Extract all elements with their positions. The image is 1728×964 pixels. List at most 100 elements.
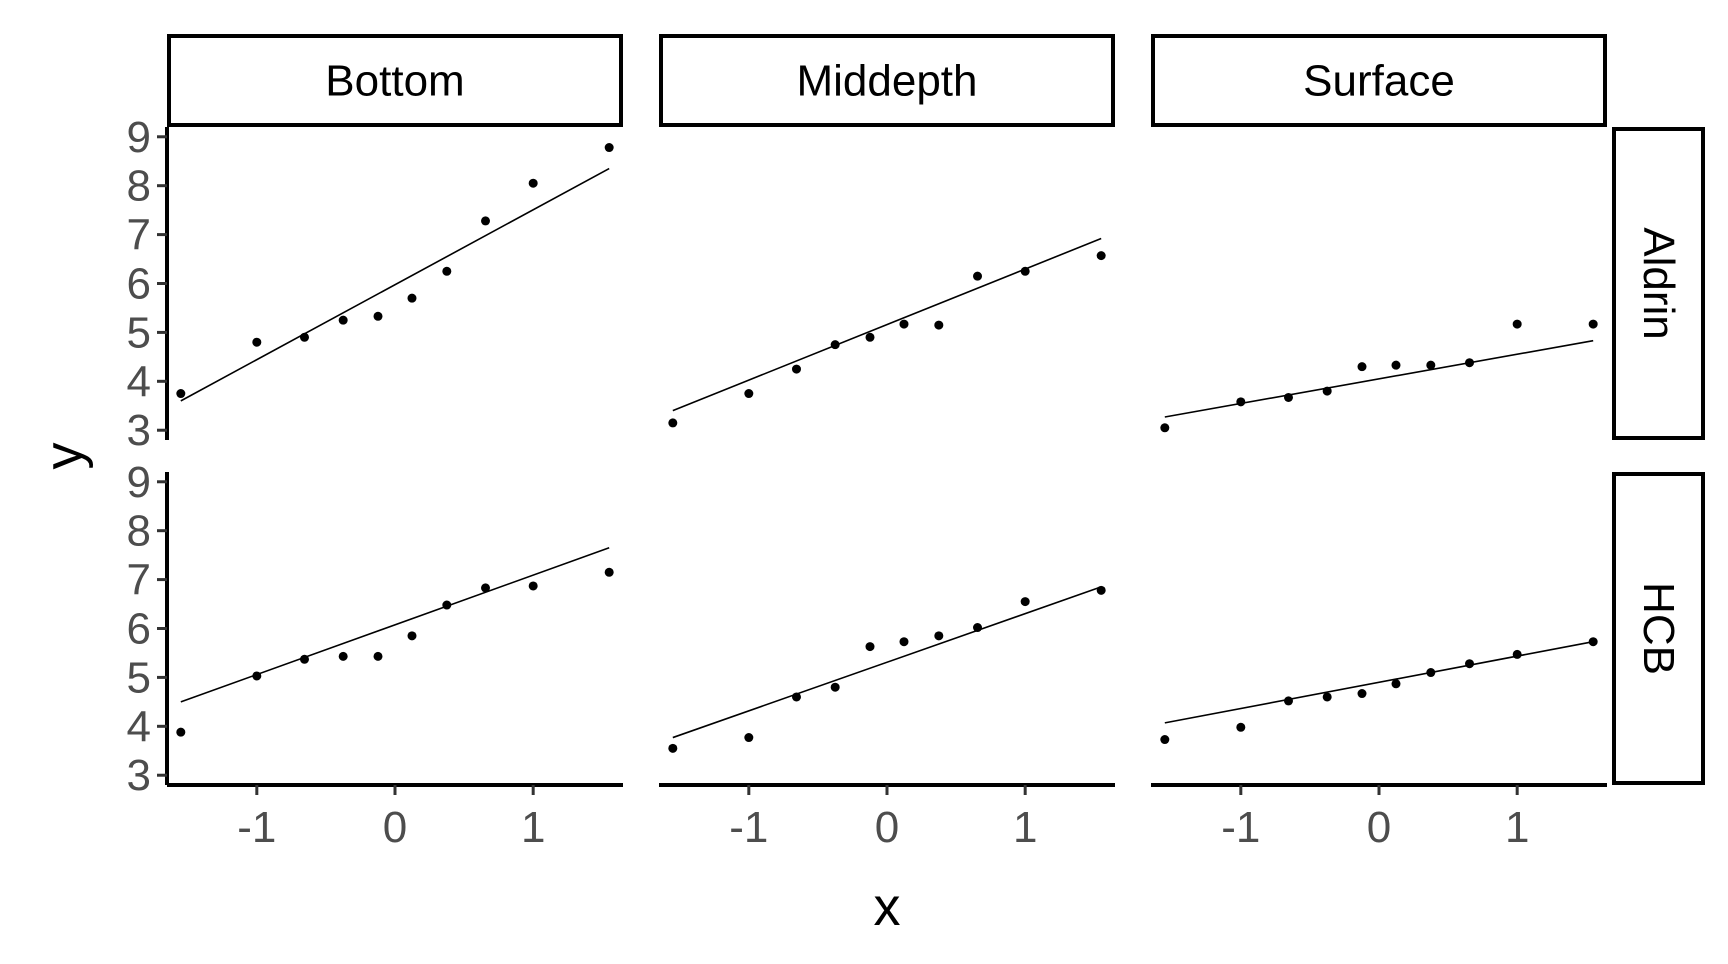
- fit-line: [672, 586, 1102, 739]
- data-point: [1426, 360, 1436, 370]
- data-point: [1465, 358, 1475, 368]
- x-tick-label: 0: [383, 803, 407, 852]
- data-point: [442, 600, 452, 610]
- data-point: [176, 727, 186, 737]
- data-point: [1512, 649, 1522, 659]
- data-point: [373, 311, 383, 321]
- data-point: [528, 178, 538, 188]
- data-point: [1160, 735, 1170, 745]
- x-tick-label: -1: [1221, 803, 1260, 852]
- x-tick-label: 1: [1013, 803, 1037, 852]
- fit-line: [180, 547, 610, 703]
- y-tick-label: 9: [127, 113, 151, 162]
- data-point: [1588, 319, 1598, 329]
- y-tick-label: 6: [127, 605, 151, 654]
- data-point: [1322, 386, 1332, 396]
- y-tick-label: 8: [127, 162, 151, 211]
- y-tick-label: 5: [127, 653, 151, 702]
- data-point: [899, 637, 909, 647]
- data-point: [973, 271, 983, 281]
- data-point: [865, 642, 875, 652]
- strip-box-col: [659, 34, 1115, 127]
- data-point: [481, 216, 491, 226]
- data-point: [791, 364, 801, 374]
- data-point: [176, 389, 186, 399]
- data-point: [1020, 597, 1030, 607]
- fit-line: [180, 167, 610, 402]
- data-point: [1426, 668, 1436, 678]
- data-point: [299, 332, 309, 342]
- strip-label-col: Surface: [1303, 57, 1455, 106]
- data-point: [373, 651, 383, 661]
- data-point: [1096, 585, 1106, 595]
- data-point: [744, 389, 754, 399]
- fit-line: [1164, 339, 1594, 418]
- strip-label-col: Middepth: [796, 57, 977, 106]
- x-tick-label: 0: [875, 803, 899, 852]
- data-point: [830, 340, 840, 350]
- data-point: [791, 692, 801, 702]
- y-tick-label: 7: [127, 556, 151, 605]
- y-tick-label: 3: [127, 751, 151, 800]
- data-point: [338, 651, 348, 661]
- data-point: [1512, 319, 1522, 329]
- x-tick-label: -1: [729, 803, 768, 852]
- strip-label-row: HCB: [1634, 582, 1683, 675]
- data-point: [1160, 423, 1170, 433]
- strip-box-col: [167, 34, 623, 127]
- x-tick-label: -1: [237, 803, 276, 852]
- data-point: [1283, 392, 1293, 402]
- data-point: [1322, 692, 1332, 702]
- data-point: [1096, 251, 1106, 261]
- strip-box-row: [1612, 472, 1705, 785]
- data-point: [1236, 722, 1246, 732]
- data-point: [1588, 637, 1598, 647]
- fit-line: [672, 237, 1102, 412]
- data-point: [744, 733, 754, 743]
- y-tick-label: 3: [127, 406, 151, 455]
- y-tick-label: 7: [127, 211, 151, 260]
- data-point: [1357, 362, 1367, 372]
- y-tick-label: 9: [127, 458, 151, 507]
- data-point: [442, 266, 452, 276]
- data-point: [252, 337, 262, 347]
- data-point: [973, 623, 983, 633]
- x-tick-label: 1: [521, 803, 545, 852]
- fit-line: [1164, 640, 1594, 724]
- data-point: [1357, 689, 1367, 699]
- data-point: [481, 583, 491, 593]
- data-point: [252, 671, 262, 681]
- strip-label-row: Aldrin: [1634, 227, 1683, 340]
- y-axis-title: y: [34, 443, 94, 470]
- data-point: [1391, 360, 1401, 370]
- data-point: [338, 315, 348, 325]
- data-point: [934, 320, 944, 330]
- data-point: [528, 581, 538, 591]
- data-point: [407, 631, 417, 641]
- data-point: [830, 682, 840, 692]
- data-point: [865, 332, 875, 342]
- data-point: [1020, 266, 1030, 276]
- data-point: [407, 293, 417, 303]
- data-point: [604, 567, 614, 577]
- data-point: [1391, 679, 1401, 689]
- strip-box-row: [1612, 127, 1705, 440]
- x-tick-label: 1: [1505, 803, 1529, 852]
- data-point: [1465, 659, 1475, 669]
- y-tick-label: 5: [127, 308, 151, 357]
- x-axis-title: x: [874, 877, 901, 937]
- data-point: [1283, 696, 1293, 706]
- data-point: [299, 654, 309, 664]
- data-point: [1236, 397, 1246, 407]
- y-tick-label: 8: [127, 507, 151, 556]
- y-tick-label: 6: [127, 260, 151, 309]
- data-point: [668, 743, 678, 753]
- strip-box-col: [1151, 34, 1607, 127]
- y-tick-label: 4: [127, 357, 151, 406]
- data-point: [934, 631, 944, 641]
- data-point: [604, 143, 614, 153]
- data-point: [899, 319, 909, 329]
- strip-label-col: Bottom: [325, 57, 464, 106]
- x-tick-label: 0: [1367, 803, 1391, 852]
